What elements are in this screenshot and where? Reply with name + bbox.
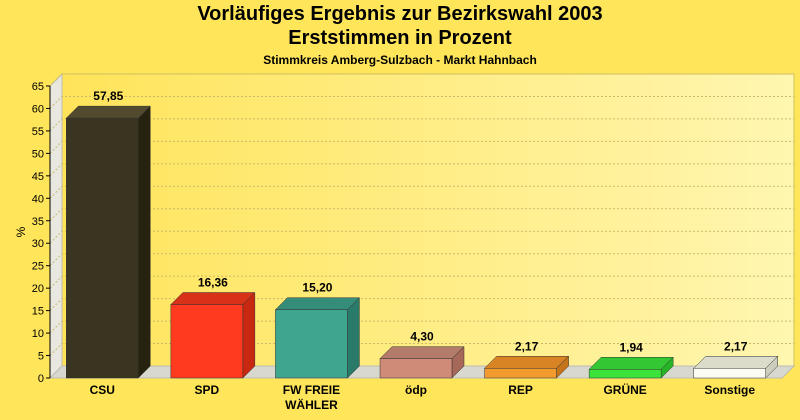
y-tick-label: 15 (32, 306, 44, 318)
y-tick-label: 5 (38, 351, 44, 363)
bar-front (484, 368, 557, 379)
y-tick-label: 10 (32, 328, 44, 340)
gridline (49, 275, 794, 289)
bar-2 (274, 297, 361, 379)
gridline (49, 343, 794, 356)
y-tick-label: 50 (32, 148, 44, 160)
gridline (49, 208, 794, 222)
value-label: 2,17 (724, 339, 748, 353)
y-tick-label: 55 (32, 126, 44, 138)
gridline (49, 253, 794, 267)
gridline (49, 140, 794, 154)
bar-top (693, 356, 779, 369)
chart-title-line2: Erststimmen in Prozent (288, 27, 512, 49)
gridline (49, 163, 794, 177)
y-tick-label: 60 (32, 103, 44, 115)
gridline (49, 320, 794, 334)
category-label: REP (508, 383, 533, 397)
y-tick-label: 0 (38, 373, 44, 385)
bar-side (347, 297, 360, 379)
category-label: Sonstige (704, 383, 755, 397)
bar-4 (483, 355, 570, 379)
bar-top (483, 356, 570, 369)
category-label: WÄHLER (285, 397, 338, 412)
bar-side (242, 291, 256, 379)
bar-front (379, 358, 453, 379)
category-label: SPD (195, 383, 220, 397)
gridline (49, 95, 794, 109)
value-label: 16,36 (198, 276, 228, 290)
bar-front (693, 368, 766, 379)
gridline (49, 73, 794, 87)
bar-front (275, 309, 348, 379)
gridline (49, 298, 794, 311)
plot-side-wall (49, 72, 63, 380)
y-tick-label: 30 (32, 238, 44, 250)
gridline (49, 185, 794, 199)
chart-title: Vorläufiges Ergebnis zur Bezirkswahl 200… (197, 3, 603, 25)
bar-1 (170, 291, 256, 379)
category-label: FW FREIE (283, 383, 340, 397)
y-tick-label: 35 (32, 216, 44, 228)
bar-top (274, 297, 361, 310)
bar-5 (588, 356, 674, 379)
bar-front (170, 304, 244, 379)
bar-0 (65, 105, 151, 379)
bar-top (588, 357, 674, 370)
bar-top (170, 292, 256, 305)
y-tick-label: 65 (32, 81, 44, 93)
bar-side (138, 105, 151, 379)
value-label: 2,17 (515, 339, 539, 353)
value-label: 15,20 (302, 281, 332, 295)
bar-top (65, 105, 151, 119)
bar-front (588, 369, 662, 379)
value-label: 4,30 (410, 330, 434, 344)
bar-3 (379, 346, 465, 379)
chart-subtitle: Stimmkreis Amberg-Sulzbach - Markt Hahnb… (263, 53, 537, 67)
y-tick-label: 25 (32, 261, 44, 273)
category-label: ödp (405, 383, 427, 397)
gridline (49, 230, 794, 244)
bar-top (379, 346, 465, 359)
y-axis-title: % (14, 226, 28, 237)
category-label: GRÜNE (603, 382, 646, 397)
y-tick-label: 20 (32, 283, 44, 295)
category-label: CSU (90, 383, 115, 397)
bar-front (66, 117, 139, 379)
value-label: 57,85 (93, 89, 123, 103)
y-tick-label: 45 (32, 171, 44, 183)
y-tick-label: 40 (32, 193, 44, 205)
gridline (49, 118, 794, 132)
value-label: 1,94 (619, 340, 643, 354)
bar-6 (693, 355, 779, 379)
